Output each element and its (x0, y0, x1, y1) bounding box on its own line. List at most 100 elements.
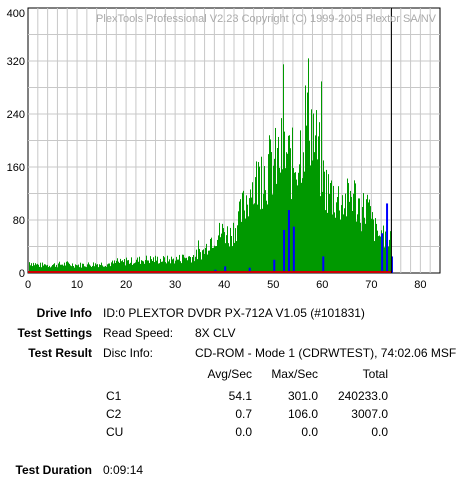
c1-bar (248, 216, 249, 273)
c1-bar (188, 256, 189, 273)
c1-bar (380, 236, 381, 273)
c1-bar (42, 262, 43, 273)
c1-bar (215, 246, 216, 273)
c1-bar (195, 256, 196, 273)
c1-bar (289, 135, 290, 273)
c1-bar (281, 118, 282, 274)
c1-bar (185, 258, 186, 273)
c1-bar (117, 258, 118, 273)
c1-bar (82, 263, 83, 273)
c1-bar (257, 204, 258, 273)
c1-bar (297, 185, 298, 273)
c1-bar (305, 85, 306, 273)
c1-bar (175, 260, 176, 273)
disc-info-value: CD-ROM - Mode 1 (CDRWTEST), 74:02.06 MSF (195, 346, 457, 360)
row-c2-total: 3007.0 (351, 407, 388, 421)
c1-bar (189, 256, 190, 273)
c1-bar (182, 254, 183, 273)
c1-bar (118, 261, 119, 273)
c1-bar (205, 247, 206, 273)
c1-bar (260, 209, 261, 273)
c1-bar (203, 249, 204, 273)
x-tick-label: 10 (71, 279, 83, 291)
c1-bar (204, 253, 205, 273)
test-settings-label: Test Settings (17, 326, 92, 340)
c1-bar (116, 260, 117, 273)
c1-bar (162, 261, 163, 273)
c1-bar (168, 261, 169, 273)
c1-bar (335, 217, 336, 273)
c1-bar (97, 264, 98, 273)
c1-bar (240, 199, 241, 273)
c1-bar (265, 190, 266, 273)
c1-bar (213, 247, 214, 273)
c2-bar (386, 203, 389, 273)
c1-bar (230, 227, 231, 273)
row-c2-max: 106.0 (287, 407, 318, 421)
c1-bar (389, 239, 390, 273)
c1-bar (43, 265, 44, 273)
c1-bar (165, 262, 166, 273)
row-c1-total: 240233.0 (337, 389, 388, 403)
c1-bar (219, 222, 220, 273)
c1-bar (127, 260, 128, 273)
c1-bar (157, 256, 158, 273)
c2-bar (248, 267, 251, 273)
c1-bar (355, 183, 356, 273)
c1-bar (236, 241, 237, 273)
c1-bar (372, 212, 373, 273)
c1-bar (88, 262, 89, 273)
c1-bar (154, 262, 155, 273)
c1-bar (320, 196, 321, 273)
c1-bar (178, 259, 179, 273)
c1-bar (130, 262, 131, 273)
c2-bar (292, 226, 295, 273)
c1-bar (173, 258, 174, 273)
c1-bar (348, 183, 349, 273)
c1-bar (46, 265, 47, 273)
c1-bar (102, 265, 103, 273)
row-c1-name: C1 (106, 389, 122, 403)
read-speed-label: Read Speed: (103, 326, 174, 340)
c1-bar (156, 260, 157, 273)
c1-bar (292, 127, 293, 273)
c1-bar (333, 185, 334, 273)
c1-bar (253, 204, 254, 273)
c1-bar (37, 263, 38, 273)
c1-bar (258, 162, 259, 273)
c1-bar (358, 198, 359, 273)
c1-bar (370, 206, 371, 273)
c1-bar (321, 81, 322, 273)
c1-bar (250, 189, 251, 273)
c1-bar (146, 255, 147, 273)
y-tick-label: 400 (7, 8, 25, 20)
c1-bar (270, 139, 271, 273)
c1-bar (133, 263, 134, 273)
watermark-text: PlexTools Professional V2.23 Copyright (… (96, 13, 437, 25)
c1-bar (79, 267, 80, 273)
c1-bar (123, 262, 124, 273)
c1-bar (33, 262, 34, 273)
c1-bar (284, 131, 285, 273)
c1-bar (322, 191, 323, 273)
c1-bar (246, 195, 247, 273)
c1-bar (367, 194, 368, 273)
c1-bar (308, 58, 309, 274)
x-tick-label: 60 (316, 279, 328, 291)
row-c2-name: C2 (106, 407, 122, 421)
c1-bar (206, 243, 207, 273)
c1-bar (103, 266, 104, 273)
c1-bar (345, 193, 346, 273)
c1-bar (221, 233, 222, 273)
c1-bar (30, 265, 31, 273)
c1-bar (148, 260, 149, 273)
c1-bar (296, 179, 297, 273)
c1-bar (226, 235, 227, 273)
c1-bar (307, 92, 308, 273)
c1-bar (251, 197, 252, 273)
c1-bar (319, 122, 320, 274)
c1-bar (49, 265, 50, 273)
c1-bar (379, 235, 380, 273)
c1-bar (339, 210, 340, 273)
c1-bar (342, 195, 343, 273)
